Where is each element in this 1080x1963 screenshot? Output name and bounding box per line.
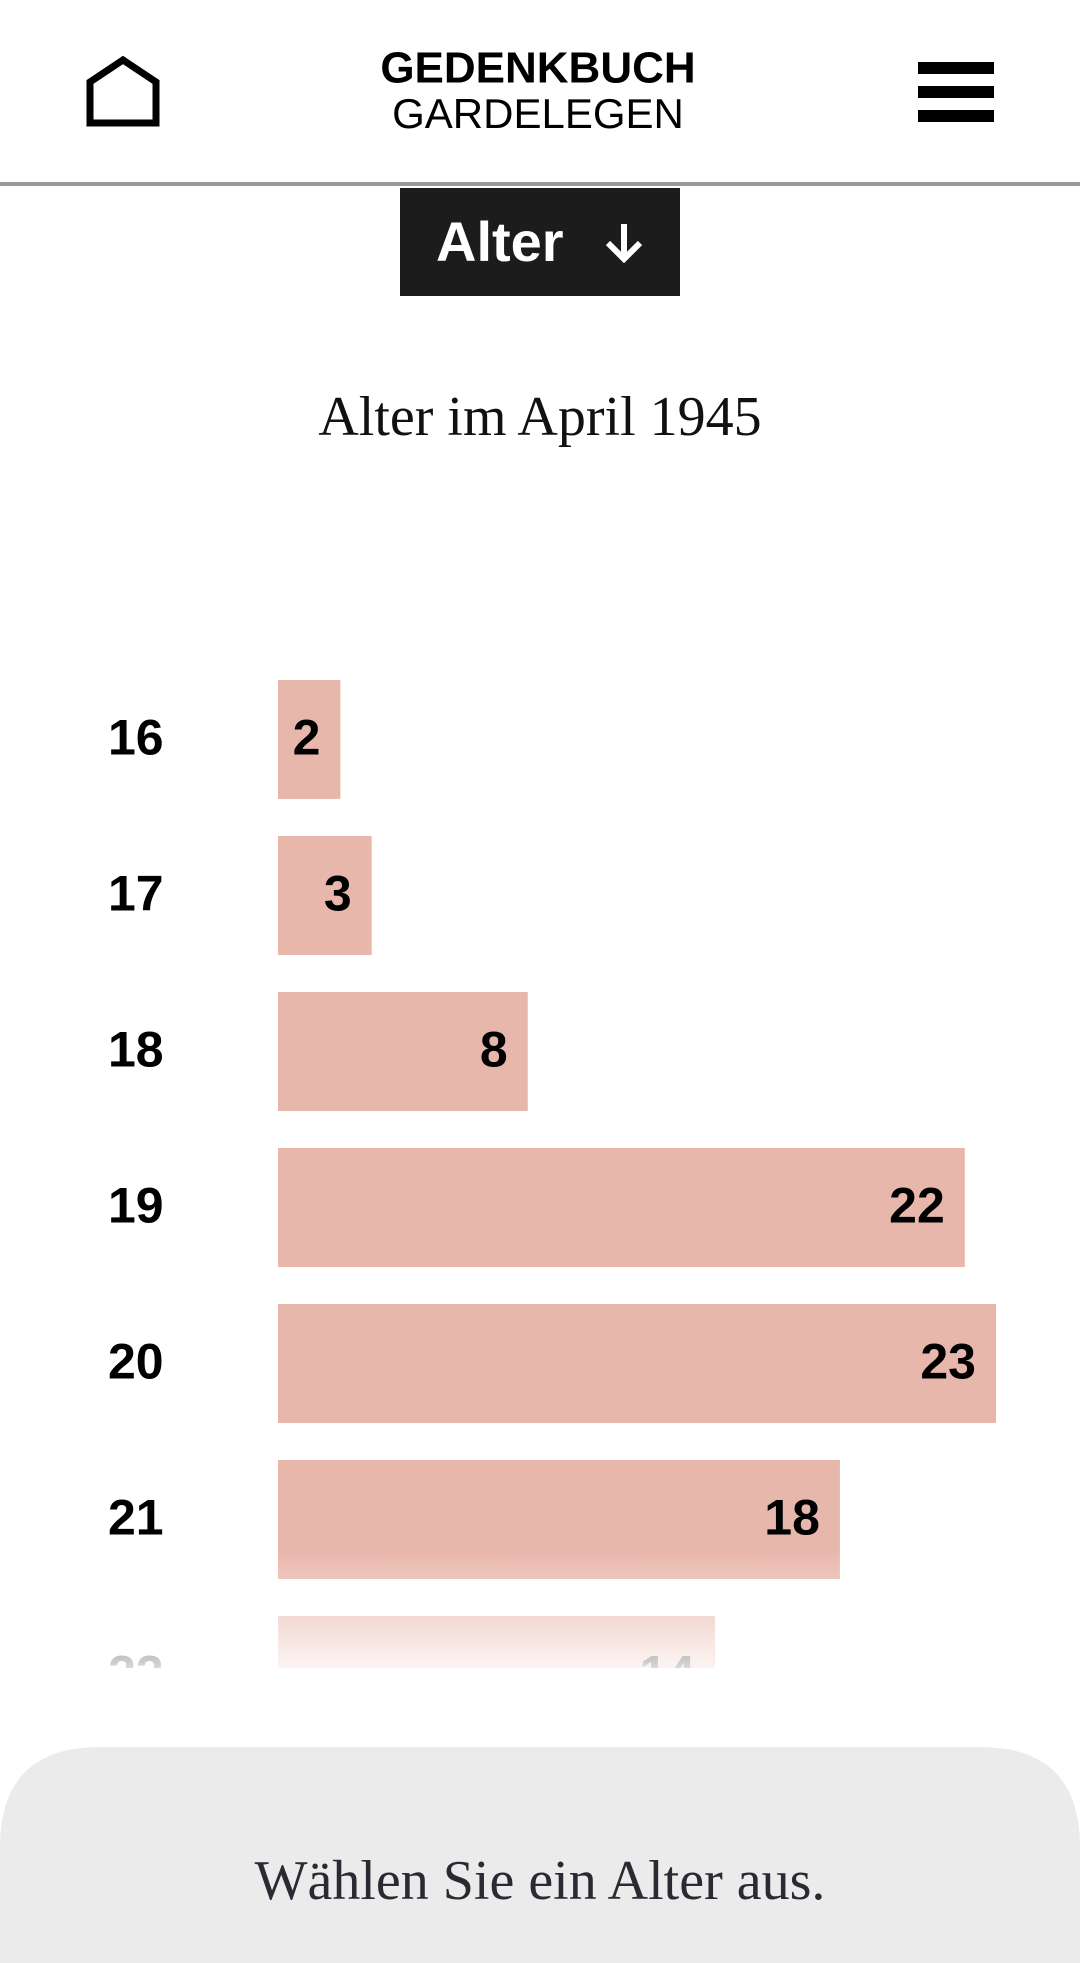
- value-label: 8: [480, 1022, 508, 1078]
- bar-row[interactable]: 19 22: [108, 1148, 965, 1267]
- chart-title: Alter im April 1945: [318, 386, 761, 448]
- value-label: 23: [920, 1334, 976, 1390]
- bar[interactable]: [278, 836, 372, 955]
- bar[interactable]: [278, 1148, 965, 1267]
- bar-row[interactable]: 17 3: [108, 836, 372, 955]
- brand-top[interactable]: GEDENKBUCH: [380, 44, 695, 93]
- dropdown-arrow: [605, 224, 643, 264]
- bar[interactable]: [278, 680, 341, 799]
- value-label: 3: [324, 866, 352, 922]
- bar[interactable]: [278, 992, 528, 1111]
- header-border: [0, 182, 1080, 186]
- home-icon: [86, 55, 160, 127]
- footer-panel: [0, 1747, 1080, 1963]
- menu-bar: [918, 62, 994, 74]
- value-label: 2: [293, 710, 321, 766]
- bar[interactable]: [278, 1304, 996, 1423]
- scroll-fade: [0, 1550, 1080, 1668]
- menu-bar: [918, 110, 994, 122]
- y-tick-label: 17: [108, 866, 164, 922]
- footer-prompt: Wählen Sie ein Alter aus.: [255, 1850, 826, 1912]
- y-tick-label: 16: [108, 710, 164, 766]
- brand-bottom[interactable]: GARDELEGEN: [392, 90, 684, 137]
- value-label: 22: [889, 1178, 945, 1234]
- dropdown-label: Alter: [436, 210, 564, 273]
- bar-row[interactable]: 20 23: [108, 1304, 996, 1423]
- dropdown[interactable]: Alter: [400, 188, 680, 296]
- y-tick-label: 20: [108, 1334, 164, 1390]
- menu-button[interactable]: [918, 62, 994, 122]
- bar-row[interactable]: 16 2: [108, 680, 341, 799]
- home-button[interactable]: [86, 55, 160, 127]
- value-label: 18: [764, 1490, 820, 1546]
- y-tick-label: 19: [108, 1178, 164, 1234]
- y-tick-label: 21: [108, 1490, 164, 1546]
- bar-row[interactable]: 18 8: [108, 992, 528, 1111]
- dropdown-box: [400, 188, 680, 296]
- y-tick-label: 18: [108, 1022, 164, 1078]
- menu-bar: [918, 86, 994, 98]
